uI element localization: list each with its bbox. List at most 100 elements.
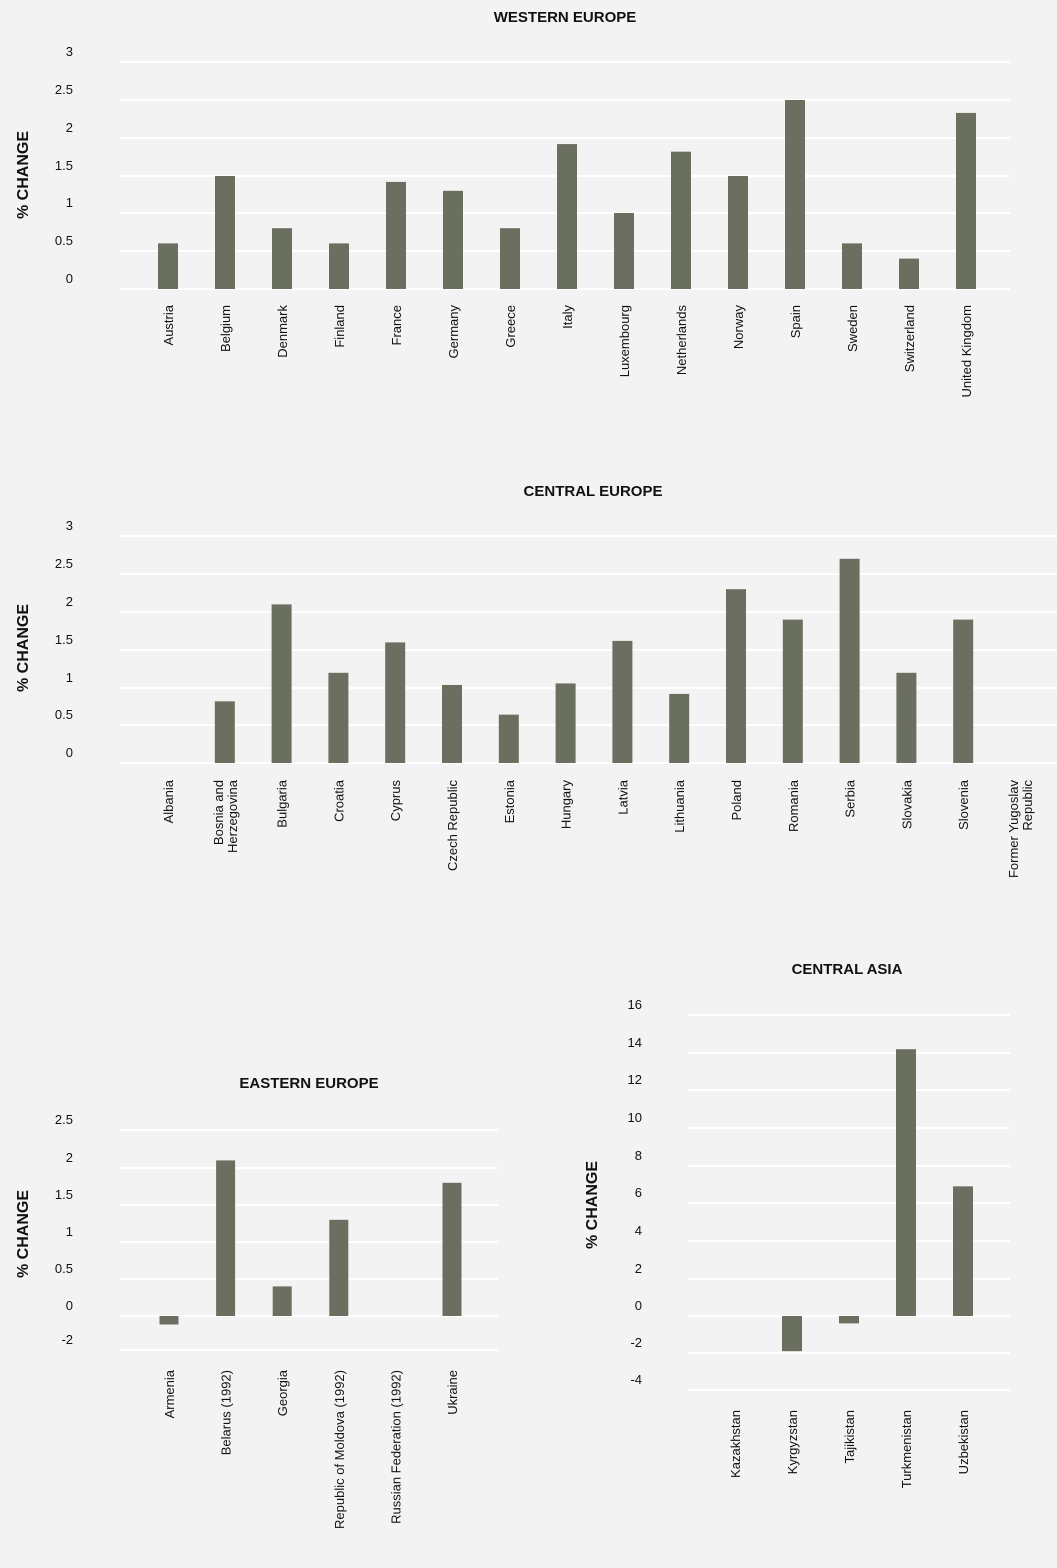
bar-spain xyxy=(785,100,805,289)
chart-title: WESTERN EUROPE xyxy=(494,9,637,26)
bar-latvia xyxy=(612,640,633,763)
y-tick-label: 16 xyxy=(628,997,642,1012)
y-tick-label: 2 xyxy=(66,594,73,609)
x-tick-label: Finland xyxy=(332,305,347,348)
x-tick-label: Austria xyxy=(161,304,176,345)
chart-0: WESTERN EUROPE % CHANGE 0 0.5 1 1.5 2 2.5 3 Austr… xyxy=(15,9,1010,398)
x-tick-label: Belarus (1992) xyxy=(219,1370,234,1455)
bar-lithuania xyxy=(669,693,690,763)
bar-sweden xyxy=(842,243,862,289)
y-tick-label: 14 xyxy=(628,1035,642,1050)
bar-luxembourg xyxy=(614,213,634,289)
bar-italy xyxy=(557,144,577,289)
x-tick-label: Albania xyxy=(161,779,176,823)
x-tick-label: Georgia xyxy=(275,1369,290,1416)
bar-bosnia-and-herzegovina xyxy=(214,701,235,763)
y-tick-label: 0.5 xyxy=(55,233,73,248)
bar-serbia xyxy=(839,558,860,763)
chart-title: CENTRAL ASIA xyxy=(792,961,903,978)
y-tick-label: 0 xyxy=(66,271,73,286)
y-axis-label: % CHANGE xyxy=(15,1190,32,1278)
x-tick-label: Bosnia andHerzegovina xyxy=(211,779,240,853)
y-tick-label: 1 xyxy=(66,670,73,685)
bar-france xyxy=(386,181,406,289)
bar-czech-republic xyxy=(442,684,462,763)
bar-estonia xyxy=(498,714,519,763)
bar-united-kingdom xyxy=(956,112,976,289)
x-tick-label: Czech Republic xyxy=(445,780,460,872)
bar-greece xyxy=(500,228,520,289)
bar-austria xyxy=(158,243,178,289)
y-tick-label: 1 xyxy=(66,1224,73,1239)
y-tick-label: 2 xyxy=(66,120,73,135)
y-tick-label: 1 xyxy=(66,195,73,210)
y-tick-label: 10 xyxy=(628,1110,642,1125)
x-tick-label: Latvia xyxy=(615,779,630,814)
bar-bulgaria xyxy=(271,604,292,763)
bar-uzbekistan xyxy=(953,1186,973,1316)
y-axis-label: % CHANGE xyxy=(15,604,32,692)
x-tick-label: Italy xyxy=(560,305,575,329)
bar-denmark xyxy=(272,228,292,289)
y-tick-label: 0.5 xyxy=(55,707,73,722)
chart-title: CENTRAL EUROPE xyxy=(524,483,663,500)
x-tick-label: Poland xyxy=(729,780,744,820)
y-tick-label: 2.5 xyxy=(55,82,73,97)
y-tick-label: 0 xyxy=(635,1298,642,1313)
x-tick-label: Former YugoslavRepublic xyxy=(1006,780,1035,879)
x-tick-label: Belgium xyxy=(218,305,233,352)
chart-1: CENTRAL EUROPE % CHANGE 0 0.5 1 1.5 2 2.5 3 Alban… xyxy=(15,483,1057,878)
x-tick-label: France xyxy=(389,305,404,345)
y-tick-label: 1.5 xyxy=(55,632,73,647)
x-tick-label: Kazakhstan xyxy=(728,1410,743,1478)
x-tick-label: Serbia xyxy=(843,779,858,817)
y-axis-label: % CHANGE xyxy=(584,1161,601,1249)
y-tick-label: -4 xyxy=(630,1372,642,1387)
bar-norway xyxy=(728,176,748,289)
x-tick-label: Sweden xyxy=(845,305,860,352)
y-tick-label: 3 xyxy=(66,44,73,59)
y-tick-label: 6 xyxy=(635,1185,642,1200)
x-tick-label: Slovenia xyxy=(956,779,971,830)
bar-belgium xyxy=(215,176,235,289)
x-tick-label: Croatia xyxy=(331,779,346,822)
x-tick-label: United Kingdom xyxy=(959,305,974,398)
y-tick-label: 3 xyxy=(66,518,73,533)
bar-slovakia xyxy=(896,672,917,763)
y-tick-label: 0 xyxy=(66,745,73,760)
bar-croatia xyxy=(328,672,349,763)
x-tick-label: Luxembourg xyxy=(617,305,632,377)
x-tick-label: Armenia xyxy=(162,1369,177,1418)
x-tick-label: Netherlands xyxy=(674,305,689,376)
y-tick-label: -2 xyxy=(630,1335,642,1350)
x-tick-label: Romania xyxy=(786,779,801,832)
x-tick-label: Ukraine xyxy=(445,1370,460,1415)
bar-belarus-(1992) xyxy=(216,1160,236,1316)
bar-armenia xyxy=(159,1316,179,1325)
x-tick-label: Germany xyxy=(446,305,461,359)
y-tick-label: 8 xyxy=(635,1148,642,1163)
bar-republic-of-moldova-(1992) xyxy=(329,1219,349,1316)
y-tick-label: 2.5 xyxy=(55,1112,73,1127)
y-tick-label: 12 xyxy=(628,1072,642,1087)
bar-romania xyxy=(782,619,803,763)
bar-kyrgyzstan xyxy=(782,1316,802,1352)
bar-poland xyxy=(726,589,746,763)
chart-title: EASTERN EUROPE xyxy=(239,1075,378,1092)
x-tick-label: Tajikistan xyxy=(842,1410,857,1463)
bar-turkmenistan xyxy=(896,1049,916,1316)
y-tick-label: -2 xyxy=(61,1332,73,1347)
y-tick-label: 4 xyxy=(635,1223,642,1238)
chart-3: CENTRAL ASIA % CHANGE -4 -2 0 2 4 6 8 10 12 14 16 Kaz… xyxy=(584,961,1010,1488)
x-tick-label: Lithuania xyxy=(672,779,687,833)
x-tick-label: Greece xyxy=(503,305,518,348)
bar-georgia xyxy=(272,1286,292,1316)
y-tick-label: 2.5 xyxy=(55,556,73,571)
y-tick-label: 2 xyxy=(635,1261,642,1276)
bar-switzerland xyxy=(899,258,919,289)
x-tick-label: Norway xyxy=(731,305,746,350)
bar-finland xyxy=(329,243,349,289)
x-tick-label: Russian Federation (1992) xyxy=(388,1370,403,1524)
x-tick-label: Kyrgyzstan xyxy=(785,1410,800,1474)
